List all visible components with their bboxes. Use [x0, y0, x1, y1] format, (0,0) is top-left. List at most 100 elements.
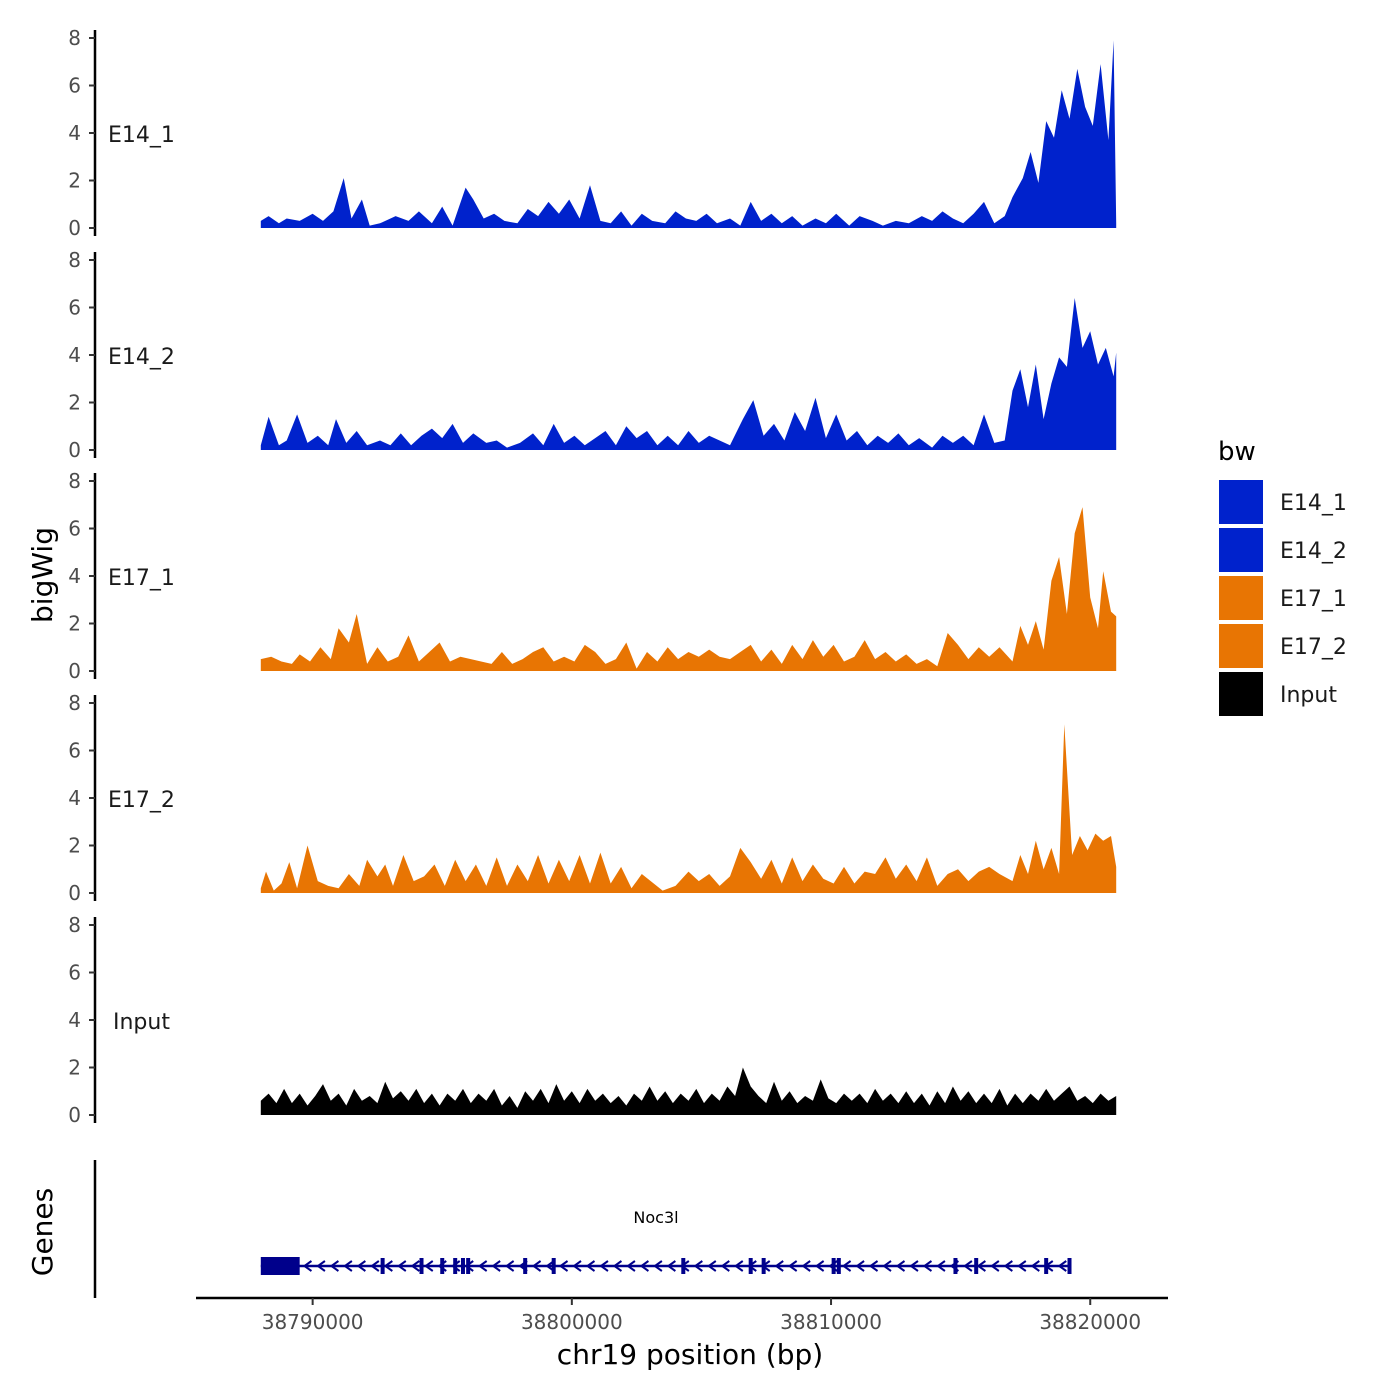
y-tick-label: 0: [68, 438, 81, 462]
legend-swatch: [1219, 480, 1263, 524]
gene-exon: [831, 1258, 836, 1274]
strand-arrow: [397, 1260, 407, 1272]
strand-arrow: [329, 1260, 339, 1272]
strand-arrow: [1057, 1260, 1067, 1272]
strand-arrow: [1030, 1260, 1040, 1272]
legend-label: E17_1: [1280, 587, 1347, 612]
x-tick-label: 38790000: [262, 1310, 364, 1334]
genes-track: Noc3l: [93, 1160, 1072, 1298]
x-tick-label: 38820000: [1039, 1310, 1141, 1334]
gene-exon: [440, 1258, 445, 1274]
tracks-group: 0 2 4 6 8 E14_1 0 2 4 6 8 E14_2 0 2 4 6 8 E17_1 0 2 4 6 8 E17_2…: [68, 26, 1117, 1127]
strand-arrow: [599, 1260, 609, 1272]
strand-arrow: [828, 1260, 838, 1272]
y-tick-label: 8: [68, 691, 81, 715]
y-tick-label: 4: [68, 564, 81, 588]
track-e17_1: 0 2 4 6 8 E17_1: [68, 469, 1117, 683]
legend-swatch: [1219, 624, 1263, 668]
strand-arrow: [841, 1260, 852, 1272]
strand-arrow: [747, 1260, 757, 1272]
strand-arrow: [868, 1260, 879, 1272]
legend-swatch: [1219, 528, 1263, 572]
strand-arrow: [545, 1260, 555, 1272]
y-tick-label: 6: [68, 739, 81, 763]
y-tick-label: 8: [68, 469, 81, 493]
strand-arrow: [922, 1260, 933, 1272]
strand-arrow: [464, 1260, 474, 1272]
strand-arrow: [639, 1260, 649, 1272]
y-tick-label: 0: [68, 216, 81, 240]
y-tick-label: 8: [68, 913, 81, 937]
legend-swatch: [1219, 672, 1263, 716]
strand-arrow: [801, 1260, 811, 1272]
track-label: E17_1: [108, 566, 175, 591]
strand-arrow: [720, 1260, 730, 1272]
strand-arrow: [572, 1260, 582, 1272]
legend-label: E14_1: [1280, 491, 1347, 516]
track-label: E17_2: [108, 788, 175, 813]
y-tick-label: 6: [68, 517, 81, 541]
strand-arrow: [356, 1260, 366, 1272]
gene-exon: [466, 1258, 471, 1274]
gene-exon: [1067, 1258, 1072, 1274]
strand-arrow: [504, 1260, 515, 1272]
legend-title: bw: [1218, 437, 1256, 467]
x-axis-title: chr19 position (bp): [557, 1338, 823, 1371]
y-tick-label: 2: [68, 612, 81, 636]
y-tick-label: 6: [68, 296, 81, 320]
strand-arrow: [707, 1260, 717, 1272]
strand-arrow: [963, 1260, 973, 1272]
area-input: [260, 1067, 1117, 1115]
y-tick-label: 2: [68, 834, 81, 858]
strand-arrow: [410, 1260, 420, 1272]
area-e17_1: [260, 507, 1117, 671]
y-tick-label: 2: [68, 391, 81, 415]
legend: bw E14_1 E14_2 E17_1 E17_2 Input: [1218, 437, 1347, 716]
y-tick-label: 4: [68, 343, 81, 367]
strand-arrow: [855, 1260, 865, 1272]
strand-arrow: [936, 1260, 946, 1272]
area-e17_2: [260, 724, 1117, 893]
track-e14_2: 0 2 4 6 8 E14_2: [68, 248, 1117, 462]
strand-arrow: [1003, 1260, 1013, 1272]
y-tick-label: 4: [68, 786, 81, 810]
y-tick-label: 4: [68, 121, 81, 145]
genes-track-label: Genes: [26, 1188, 59, 1276]
y-tick-label: 6: [68, 74, 81, 98]
gene-exon: [523, 1258, 528, 1274]
y-tick-label: 8: [68, 248, 81, 272]
strand-arrow: [450, 1260, 461, 1272]
gene-exon: [551, 1258, 556, 1274]
strand-arrow: [531, 1260, 542, 1272]
gene-exon: [953, 1258, 958, 1274]
x-axis: 38790000 38800000 38810000 38820000: [196, 1296, 1168, 1334]
strand-arrow: [437, 1260, 447, 1272]
strand-arrow: [693, 1260, 703, 1272]
strand-arrow: [976, 1260, 986, 1272]
strand-arrow: [774, 1260, 784, 1272]
legend-label: E14_2: [1280, 539, 1347, 564]
track-e14_1: 0 2 4 6 8 E14_1: [68, 26, 1117, 240]
strand-arrow: [990, 1260, 1000, 1272]
track-label: Input: [113, 1010, 170, 1035]
track-label: E14_1: [108, 123, 175, 148]
y-tick-label: 0: [68, 881, 81, 905]
strand-arrow: [585, 1260, 596, 1272]
gene-exon: [380, 1258, 385, 1274]
legend-label: E17_2: [1280, 635, 1347, 660]
y-tick-label: 4: [68, 1008, 81, 1032]
gene-utr-block: [260, 1257, 300, 1275]
strand-arrow: [882, 1260, 892, 1272]
strand-arrow: [949, 1260, 960, 1272]
legend-swatch: [1219, 576, 1263, 620]
area-e14_1: [260, 40, 1117, 229]
y-tick-label: 6: [68, 961, 81, 985]
strand-arrow: [558, 1260, 569, 1272]
y-tick-label: 2: [68, 169, 81, 193]
strand-arrow: [477, 1260, 488, 1272]
y-tick-label: 0: [68, 659, 81, 683]
strand-arrow: [680, 1260, 690, 1272]
strand-arrow: [1017, 1260, 1027, 1272]
strand-arrow: [491, 1260, 501, 1272]
